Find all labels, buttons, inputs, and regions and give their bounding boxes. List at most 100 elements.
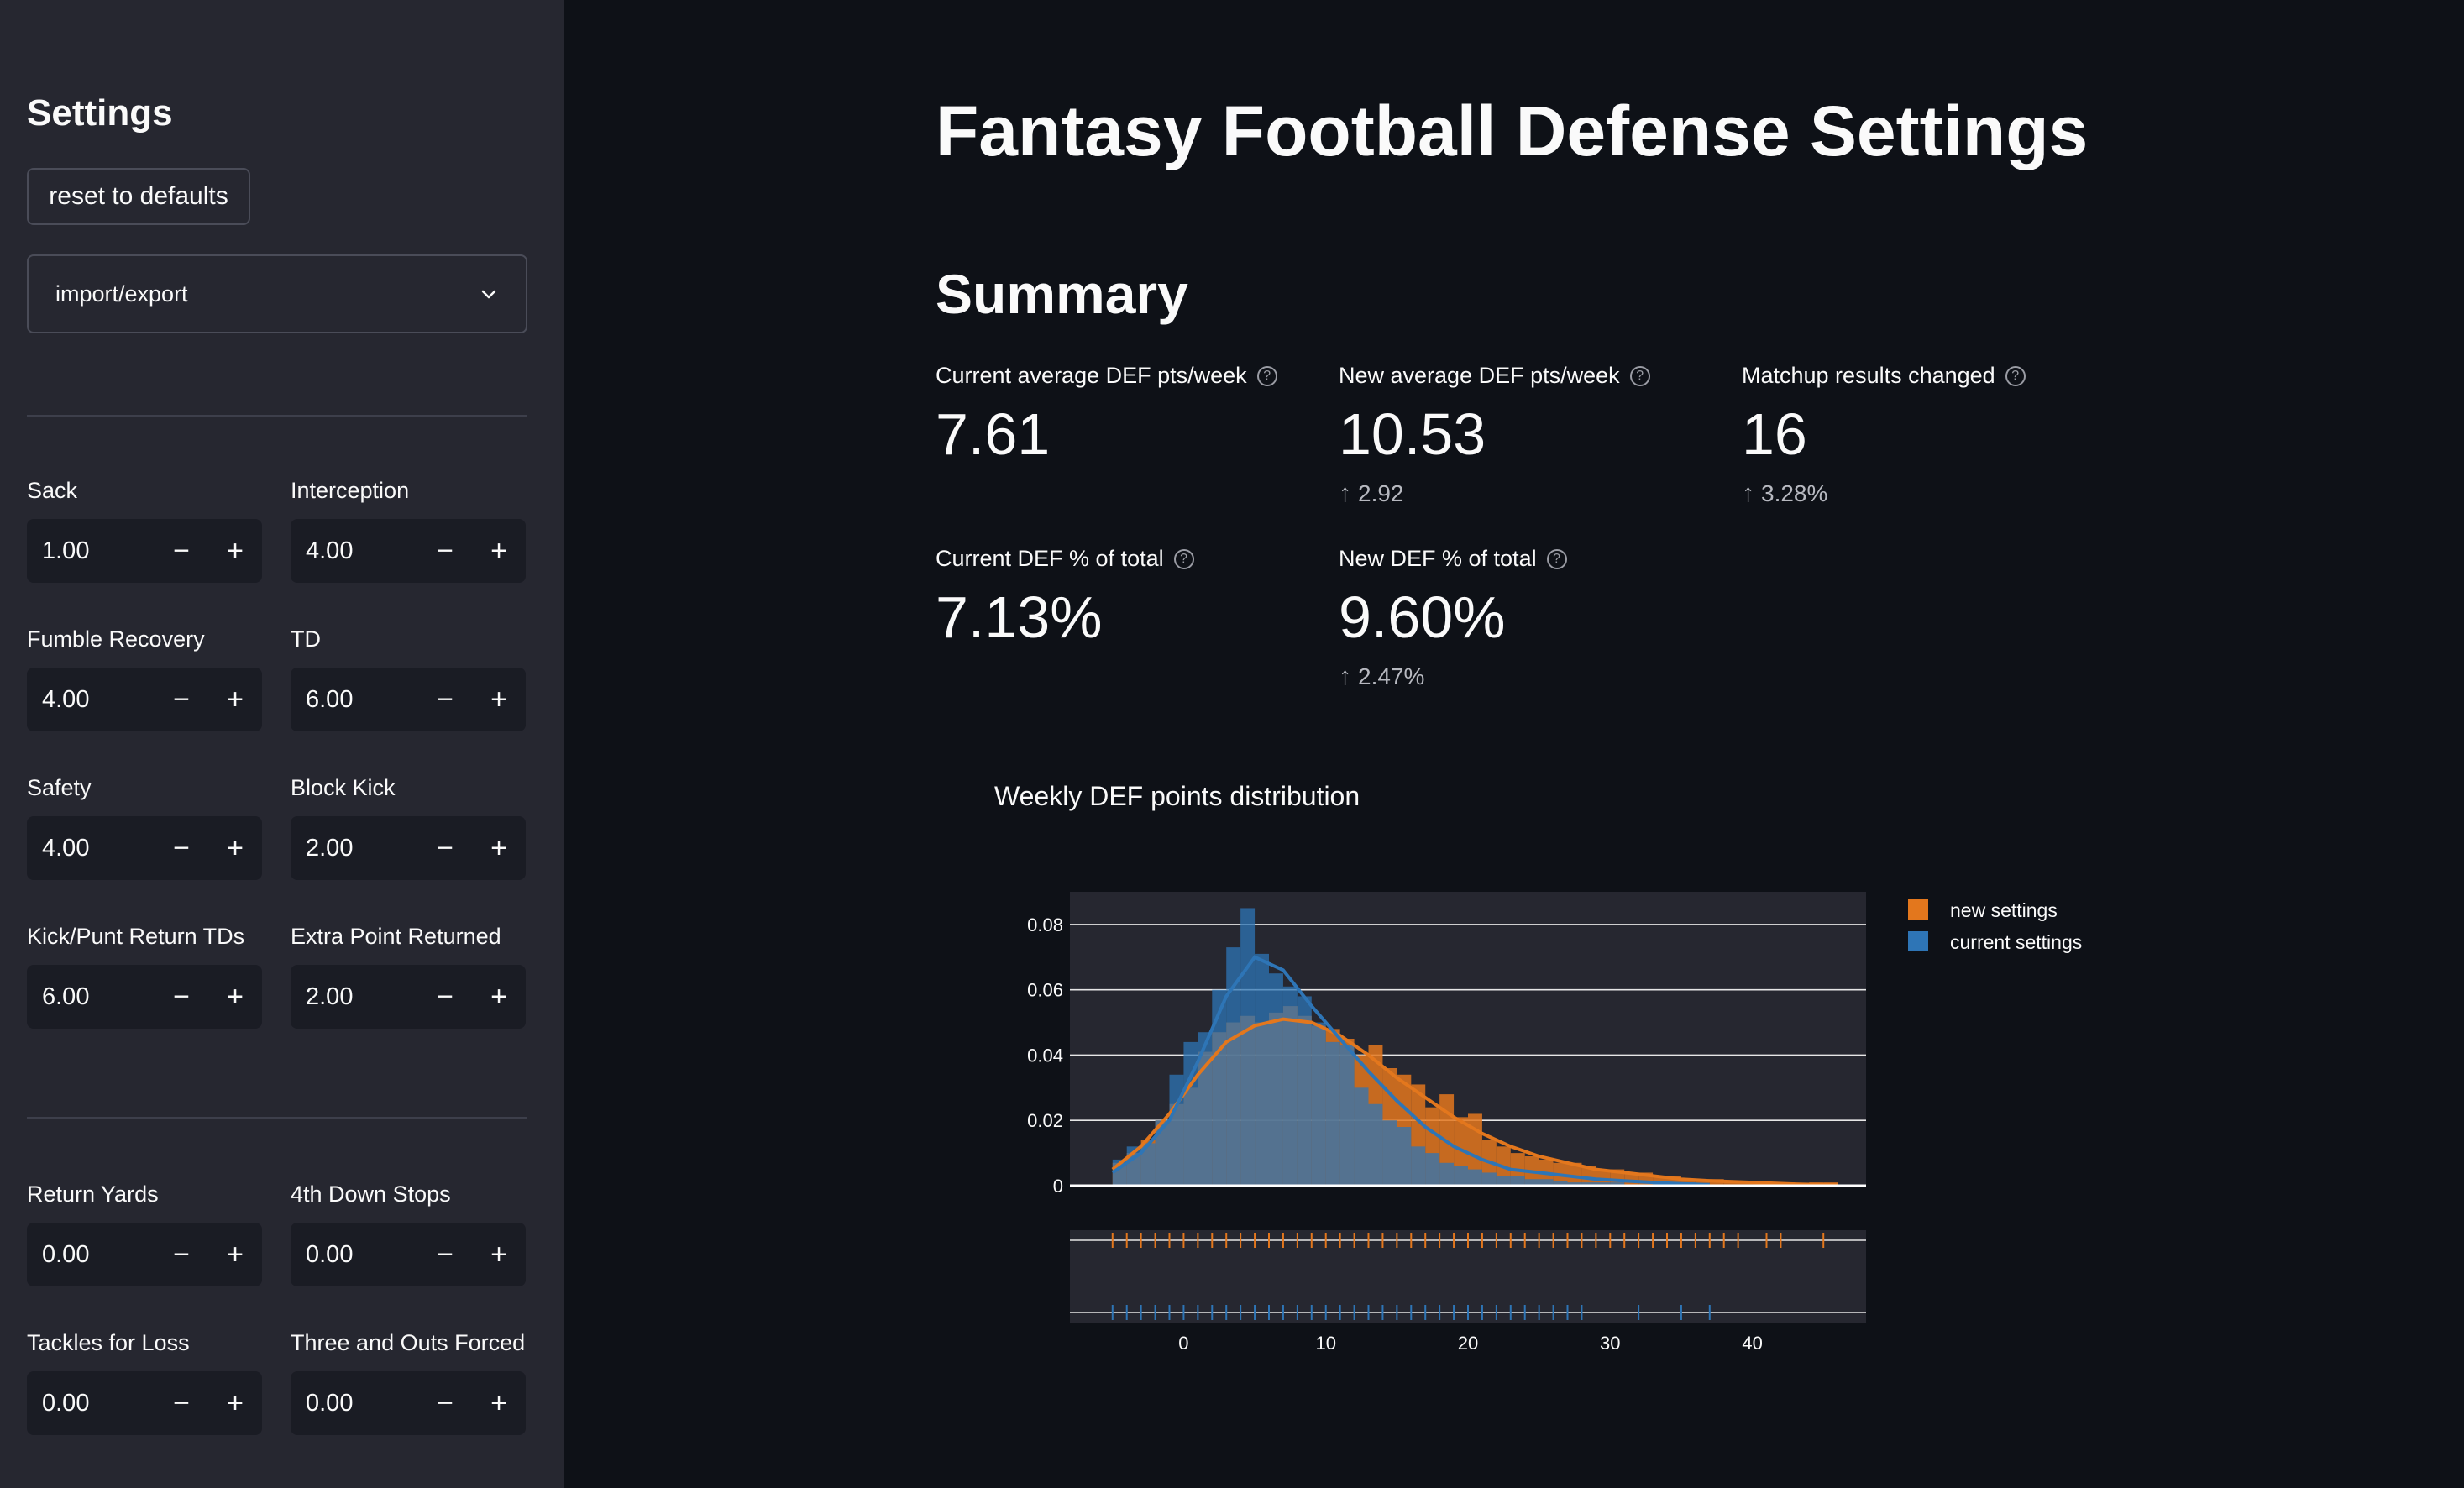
field-label: Safety — [27, 771, 279, 804]
histogram-bar — [1240, 908, 1255, 1186]
histogram-bar — [1511, 1176, 1525, 1186]
metric-label: Current average DEF pts/week ? — [936, 363, 1305, 389]
histogram-bar — [1312, 1023, 1326, 1186]
minus-button[interactable]: − — [155, 668, 208, 731]
histogram-bar — [1482, 1172, 1497, 1186]
interception-input[interactable] — [304, 537, 418, 566]
arrow-up-icon: ↑ — [1339, 663, 1351, 691]
field-sack: Sack − + — [27, 474, 279, 583]
x-tick-label: 0 — [1178, 1333, 1188, 1354]
legend-label: new settings — [1950, 899, 2058, 921]
histogram-bar — [1497, 1176, 1511, 1186]
field-extra-point-returned: Extra Point Returned − + — [291, 920, 543, 1029]
sidebar: Settings reset to defaults import/export… — [0, 0, 564, 1488]
three-and-outs-forced-stepper: − + — [291, 1371, 526, 1435]
help-icon[interactable]: ? — [1630, 366, 1650, 386]
x-tick-label: 20 — [1458, 1333, 1478, 1354]
plus-button[interactable]: + — [472, 519, 526, 583]
field-label: Extra Point Returned — [291, 920, 543, 953]
plus-button[interactable]: + — [208, 668, 262, 731]
field-safety: Safety − + — [27, 771, 279, 880]
minus-button[interactable]: − — [418, 519, 472, 583]
y-tick-label: 0.02 — [1027, 1110, 1063, 1131]
field-label: Return Yards — [27, 1177, 279, 1211]
metric-label-text: New average DEF pts/week — [1339, 363, 1620, 389]
plus-button[interactable]: + — [208, 965, 262, 1029]
return-yards-input[interactable] — [40, 1240, 155, 1270]
help-icon[interactable]: ? — [1257, 366, 1277, 386]
histogram-bar — [1439, 1163, 1454, 1186]
plus-button[interactable]: + — [208, 816, 262, 880]
extra-point-returned-input[interactable] — [304, 982, 418, 1012]
plus-button[interactable]: + — [472, 965, 526, 1029]
histogram-bar — [1355, 1087, 1369, 1186]
minus-button[interactable]: − — [155, 1223, 208, 1286]
arrow-up-icon: ↑ — [1339, 479, 1351, 508]
metric-delta-value: 2.47% — [1358, 663, 1424, 690]
plus-button[interactable]: + — [208, 1223, 262, 1286]
histogram-bar — [1425, 1153, 1439, 1186]
td-input[interactable] — [304, 685, 418, 715]
minus-button[interactable]: − — [418, 1371, 472, 1435]
minus-button[interactable]: − — [418, 816, 472, 880]
help-icon[interactable]: ? — [2005, 366, 2026, 386]
return-yards-stepper: − + — [27, 1223, 262, 1286]
three-and-outs-forced-input[interactable] — [304, 1389, 418, 1418]
divider — [27, 415, 527, 417]
tackles-for-loss-input[interactable] — [40, 1389, 155, 1418]
metric-delta-value: 3.28% — [1761, 480, 1827, 507]
histogram-bar — [1382, 1120, 1397, 1186]
field-fumble-recovery: Fumble Recovery − + — [27, 622, 279, 731]
metric-label: New average DEF pts/week ? — [1339, 363, 1708, 389]
minus-button[interactable]: − — [155, 1371, 208, 1435]
safety-input[interactable] — [40, 834, 155, 863]
chart-title: Weekly DEF points distribution — [994, 781, 1360, 812]
summary-heading: Summary — [936, 262, 1188, 326]
plus-button[interactable]: + — [208, 519, 262, 583]
minus-button[interactable]: − — [155, 519, 208, 583]
minus-button[interactable]: − — [155, 965, 208, 1029]
metric-label-text: Matchup results changed — [1742, 363, 1995, 389]
fumble-recovery-input[interactable] — [40, 685, 155, 715]
block-kick-stepper: − + — [291, 816, 526, 880]
metric-value: 10.53 — [1339, 404, 1708, 464]
plus-button[interactable]: + — [472, 668, 526, 731]
tackles-for-loss-stepper: − + — [27, 1371, 262, 1435]
minus-button[interactable]: − — [418, 668, 472, 731]
histogram-bar — [1468, 1170, 1482, 1186]
sack-stepper: − + — [27, 519, 262, 583]
field-label: Interception — [291, 474, 543, 507]
reset-to-defaults-button[interactable]: reset to defaults — [27, 168, 250, 225]
distribution-chart[interactable]: 0 0.02 0.04 0.06 0.08 0 10 20 30 40 new settings cu… — [991, 873, 2125, 1377]
histogram-bar — [1454, 1166, 1468, 1186]
4th-down-stops-stepper: − + — [291, 1223, 526, 1286]
plus-button[interactable]: + — [472, 816, 526, 880]
plus-button[interactable]: + — [208, 1371, 262, 1435]
metric-delta: ↑ 2.92 — [1339, 479, 1708, 508]
y-tick-label: 0.08 — [1027, 914, 1063, 935]
sack-input[interactable] — [40, 537, 155, 566]
extra-point-returned-stepper: − + — [291, 965, 526, 1029]
minus-button[interactable]: − — [155, 816, 208, 880]
minus-button[interactable]: − — [418, 1223, 472, 1286]
help-icon[interactable]: ? — [1547, 549, 1567, 569]
help-icon[interactable]: ? — [1174, 549, 1194, 569]
minus-button[interactable]: − — [418, 965, 472, 1029]
plus-button[interactable]: + — [472, 1223, 526, 1286]
field-label: Fumble Recovery — [27, 622, 279, 656]
kick-punt-return-tds-input[interactable] — [40, 982, 155, 1012]
interception-stepper: − + — [291, 519, 526, 583]
field-return-yards: Return Yards − + — [27, 1177, 279, 1286]
metric-value: 7.61 — [936, 404, 1305, 464]
import-export-expander[interactable]: import/export — [27, 254, 527, 333]
block-kick-input[interactable] — [304, 834, 418, 863]
4th-down-stops-input[interactable] — [304, 1240, 418, 1270]
kick-punt-return-tds-stepper: − + — [27, 965, 262, 1029]
metric-label: Matchup results changed ? — [1742, 363, 2111, 389]
metric-label-text: Current DEF % of total — [936, 546, 1164, 572]
metric-delta: ↑ 3.28% — [1742, 479, 2111, 508]
x-tick-label: 10 — [1315, 1333, 1335, 1354]
metric-value: 16 — [1742, 404, 2111, 464]
field-block-kick: Block Kick − + — [291, 771, 543, 880]
plus-button[interactable]: + — [472, 1371, 526, 1435]
